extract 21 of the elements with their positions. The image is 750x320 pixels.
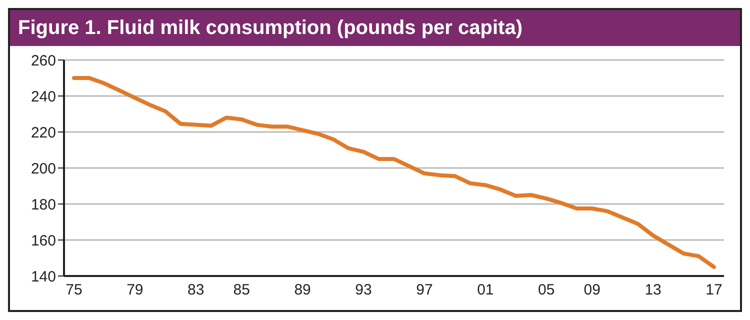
x-tick-label: 97 [416, 282, 433, 299]
chart-title: Figure 1. Fluid milk consumption (pounds per capita) [10, 10, 740, 46]
x-tick-label: 01 [477, 282, 494, 299]
x-tick-label: 93 [355, 282, 372, 299]
x-tick-label: 13 [644, 282, 662, 299]
x-tick-label: 05 [538, 282, 555, 299]
x-tick-label: 75 [66, 282, 82, 299]
x-tick-label: 09 [584, 282, 600, 299]
y-tick-label: 200 [30, 160, 56, 178]
x-tick-label: 85 [233, 282, 250, 299]
x-tick-label: 79 [126, 282, 144, 299]
y-tick-label: 220 [30, 124, 56, 142]
x-tick-label: 89 [294, 282, 311, 299]
y-tick-label: 140 [30, 268, 56, 286]
y-tick-label: 260 [30, 52, 56, 70]
x-tick-label: 83 [188, 282, 204, 299]
x-tick-label: 17 [706, 282, 722, 299]
y-tick-label: 240 [30, 88, 56, 106]
y-tick-label: 180 [30, 196, 56, 214]
y-tick-label: 160 [30, 232, 56, 250]
line-series [72, 76, 716, 269]
